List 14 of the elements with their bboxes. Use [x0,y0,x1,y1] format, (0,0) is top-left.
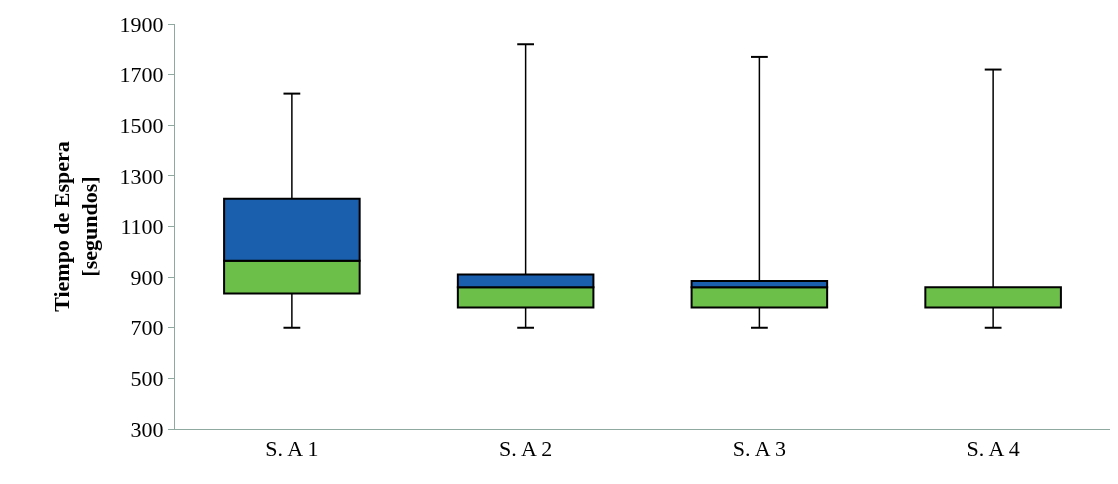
x-tick-label: S. A 1 [265,436,319,462]
y-tick-label: 500 [130,366,164,392]
y-tick-label: 1900 [119,11,164,37]
x-tick-label: S. A 4 [966,436,1020,462]
y-tick-label: 300 [130,416,164,442]
y-tick-label: 1100 [120,214,164,240]
y-tick-label: 1700 [119,62,164,88]
y-tick-label: 700 [130,315,164,341]
x-tick-label: S. A 2 [499,436,553,462]
x-tick-label: S. A 3 [732,436,786,462]
y-tick-label: 900 [130,264,164,290]
y-tick-label: 1500 [119,112,164,138]
y-tick-label: 1300 [119,163,164,189]
y-axis-title: Tiempo de Espera [segundos] [48,141,103,312]
